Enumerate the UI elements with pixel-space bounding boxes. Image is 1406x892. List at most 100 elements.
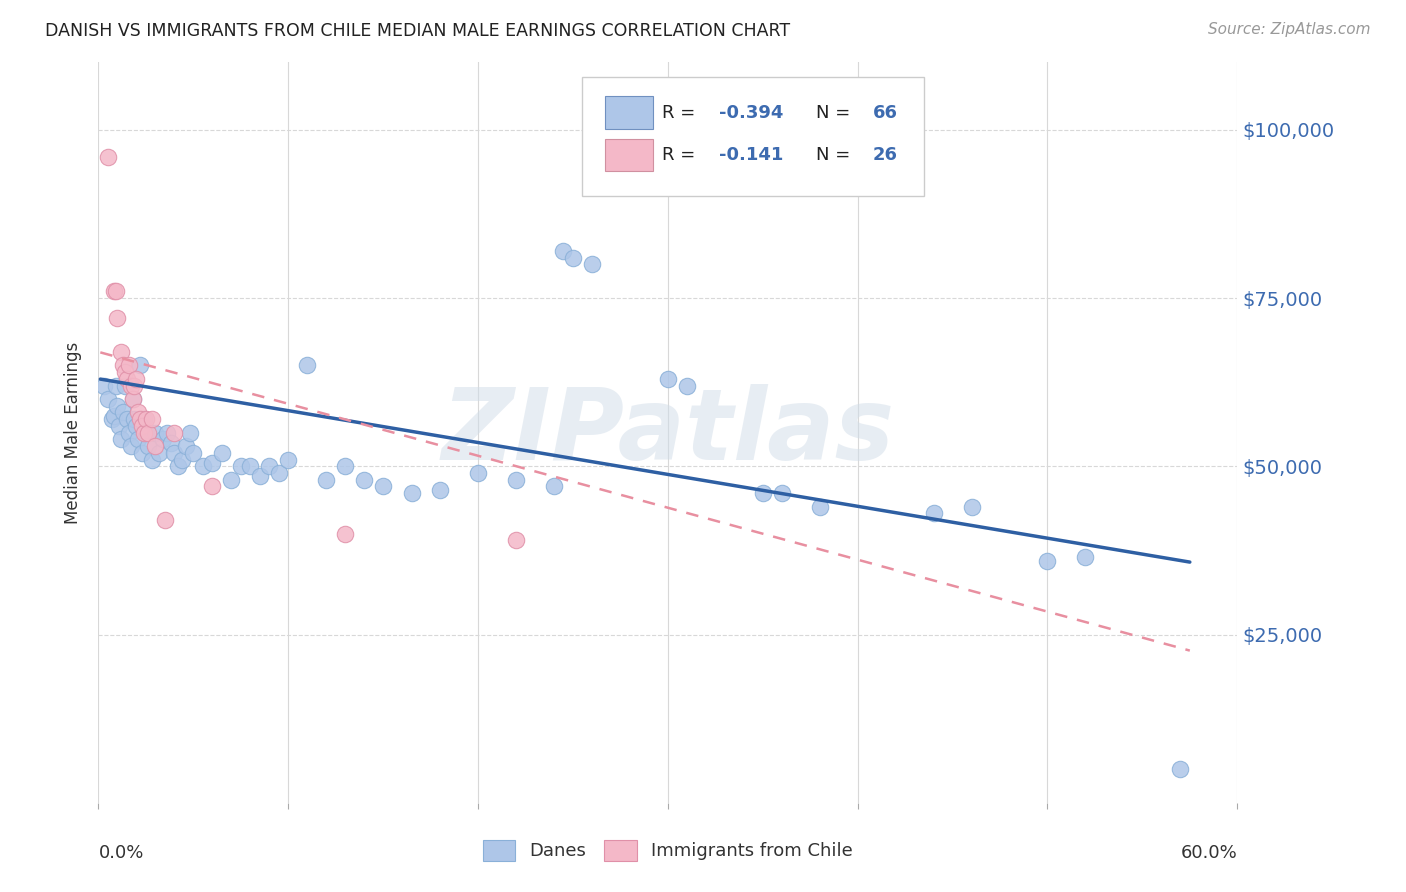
FancyBboxPatch shape bbox=[605, 96, 652, 129]
Point bbox=[808, 500, 831, 514]
Point bbox=[562, 251, 585, 265]
Point bbox=[267, 466, 290, 480]
Point bbox=[148, 446, 170, 460]
Point bbox=[259, 459, 281, 474]
Point bbox=[112, 405, 135, 419]
Point bbox=[129, 412, 152, 426]
Point bbox=[118, 359, 141, 373]
Point bbox=[100, 412, 122, 426]
Point bbox=[127, 405, 149, 419]
Point bbox=[543, 479, 565, 493]
Point bbox=[174, 439, 197, 453]
Point bbox=[141, 412, 163, 426]
Legend: Danes, Immigrants from Chile: Danes, Immigrants from Chile bbox=[475, 832, 860, 868]
Point bbox=[315, 473, 337, 487]
Point bbox=[131, 446, 153, 460]
Point bbox=[676, 378, 699, 392]
Point bbox=[107, 399, 129, 413]
Point bbox=[110, 344, 132, 359]
Text: N =: N = bbox=[815, 103, 856, 122]
Point bbox=[107, 311, 129, 326]
Point bbox=[581, 257, 603, 271]
Point bbox=[297, 359, 319, 373]
Point bbox=[183, 446, 205, 460]
Point bbox=[770, 486, 793, 500]
FancyBboxPatch shape bbox=[582, 78, 924, 195]
Point bbox=[239, 459, 262, 474]
Point bbox=[125, 418, 148, 433]
Point bbox=[191, 459, 214, 474]
Point bbox=[145, 439, 167, 453]
Text: 60.0%: 60.0% bbox=[1181, 845, 1237, 863]
Point bbox=[922, 507, 945, 521]
Point bbox=[103, 285, 125, 299]
Point bbox=[136, 439, 159, 453]
Point bbox=[124, 412, 146, 426]
Point bbox=[960, 500, 983, 514]
Point bbox=[115, 372, 138, 386]
Point bbox=[167, 459, 190, 474]
Point bbox=[127, 433, 149, 447]
Point bbox=[553, 244, 575, 258]
Point bbox=[93, 378, 115, 392]
Point bbox=[131, 418, 153, 433]
Point bbox=[505, 473, 527, 487]
Point bbox=[114, 365, 136, 379]
Text: DANISH VS IMMIGRANTS FROM CHILE MEDIAN MALE EARNINGS CORRELATION CHART: DANISH VS IMMIGRANTS FROM CHILE MEDIAN M… bbox=[45, 22, 790, 40]
Point bbox=[135, 425, 157, 440]
Point bbox=[335, 459, 357, 474]
Point bbox=[1074, 550, 1097, 565]
Text: 26: 26 bbox=[873, 146, 898, 164]
Point bbox=[229, 459, 252, 474]
Point bbox=[145, 425, 167, 440]
Point bbox=[125, 372, 148, 386]
Point bbox=[221, 473, 243, 487]
Point bbox=[135, 412, 157, 426]
Point bbox=[163, 425, 186, 440]
Text: -0.394: -0.394 bbox=[718, 103, 783, 122]
Point bbox=[114, 378, 136, 392]
Point bbox=[201, 456, 224, 470]
Point bbox=[211, 446, 233, 460]
Point bbox=[97, 150, 120, 164]
Point bbox=[120, 378, 142, 392]
Point bbox=[153, 513, 176, 527]
Point bbox=[467, 466, 489, 480]
Y-axis label: Median Male Earnings: Median Male Earnings bbox=[65, 342, 83, 524]
Point bbox=[110, 433, 132, 447]
Point bbox=[120, 439, 142, 453]
Point bbox=[118, 425, 141, 440]
Point bbox=[163, 446, 186, 460]
Point bbox=[277, 452, 299, 467]
Point bbox=[179, 425, 201, 440]
Point bbox=[1036, 553, 1059, 567]
Text: N =: N = bbox=[815, 146, 856, 164]
Point bbox=[249, 469, 271, 483]
Point bbox=[156, 425, 179, 440]
Point bbox=[136, 425, 159, 440]
Point bbox=[752, 486, 775, 500]
Text: ZIPatlas: ZIPatlas bbox=[441, 384, 894, 481]
Text: Source: ZipAtlas.com: Source: ZipAtlas.com bbox=[1208, 22, 1371, 37]
Point bbox=[335, 526, 357, 541]
Point bbox=[132, 425, 155, 440]
Point bbox=[1170, 762, 1192, 776]
Point bbox=[103, 409, 125, 423]
Point bbox=[201, 479, 224, 493]
Point bbox=[505, 533, 527, 548]
Point bbox=[112, 359, 135, 373]
Point bbox=[121, 392, 143, 406]
Point bbox=[141, 452, 163, 467]
Point bbox=[104, 378, 127, 392]
Text: R =: R = bbox=[662, 146, 702, 164]
Point bbox=[152, 433, 174, 447]
Text: -0.141: -0.141 bbox=[718, 146, 783, 164]
Point bbox=[657, 372, 679, 386]
Point bbox=[353, 473, 375, 487]
Point bbox=[129, 359, 152, 373]
Point bbox=[429, 483, 451, 497]
Point bbox=[115, 412, 138, 426]
Point bbox=[170, 452, 193, 467]
Text: R =: R = bbox=[662, 103, 702, 122]
Point bbox=[104, 285, 127, 299]
